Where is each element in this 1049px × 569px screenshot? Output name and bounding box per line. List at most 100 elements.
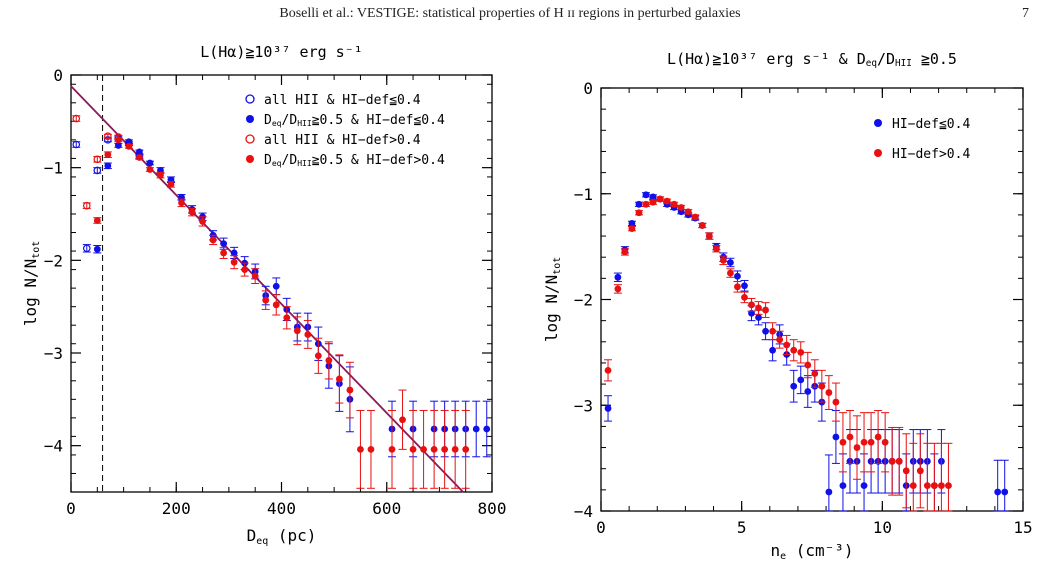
data-point-filled (741, 282, 748, 290)
data-point-filled (783, 341, 791, 349)
data-point-filled (853, 444, 861, 451)
data-point-filled (146, 166, 154, 173)
y-tick-label: −2 (574, 291, 593, 310)
legend-label: Deq/DHII≧0.5 & HI−def>0.4 (264, 153, 445, 168)
data-point-filled (604, 405, 612, 412)
data-point-filled (293, 327, 301, 335)
data-point-filled (698, 222, 706, 229)
y-tick-label: −4 (574, 502, 593, 521)
x-axis-label: ne (cm⁻³) (770, 541, 853, 562)
data-point-filled (251, 272, 259, 280)
data-point-filled (209, 236, 217, 244)
data-point-filled (804, 361, 812, 369)
data-point-filled (104, 151, 112, 159)
data-point-filled (846, 433, 854, 441)
data-point-filled (614, 285, 622, 293)
data-point-filled (367, 445, 375, 453)
x-tick-label: 600 (372, 499, 401, 518)
y-tick-label: 0 (53, 66, 63, 85)
data-point-filled (663, 197, 671, 205)
data-point-filled (705, 232, 713, 240)
y-tick-label: −4 (44, 437, 63, 456)
data-point-filled (178, 199, 185, 207)
y-tick-label: −1 (44, 159, 63, 178)
chart-title: L(Hα)≧10³⁷ erg s⁻¹ (200, 43, 363, 61)
data-point-filled (895, 457, 903, 465)
data-point-filled (727, 259, 734, 266)
data-point-filled (888, 457, 896, 465)
x-tick-label: 10 (873, 518, 892, 537)
x-tick-label: 400 (267, 499, 296, 518)
data-point-filled (220, 240, 228, 248)
data-point-filled (994, 488, 1002, 496)
legend-marker-filled (246, 115, 254, 123)
data-point-filled (272, 301, 280, 309)
x-tick-label: 0 (596, 518, 606, 537)
data-point-filled (335, 375, 343, 383)
data-point-filled (199, 218, 206, 225)
data-point-filled (832, 398, 840, 406)
data-point-filled (230, 258, 238, 266)
data-point-filled (656, 195, 664, 203)
data-point-filled (755, 314, 762, 321)
x-tick-label: 800 (478, 499, 507, 518)
y-axis-label: log N/Ntot (21, 241, 42, 326)
data-point-filled (621, 248, 629, 256)
data-point-filled (867, 438, 875, 446)
legend-label: HI−def≦0.4 (892, 117, 970, 132)
data-point-filled (719, 256, 727, 264)
legend-marker-filled (246, 155, 254, 163)
x-tick-label: 0 (66, 499, 76, 518)
data-point-filled (628, 219, 636, 227)
data-point-filled (734, 272, 741, 280)
data-point-filled (677, 204, 685, 211)
legend-label: all HII & HI−def≦0.4 (264, 93, 421, 108)
legend-label: Deq/DHII≧0.5 & HI−def≦0.4 (264, 113, 445, 128)
data-point-open (93, 155, 102, 164)
legend-label: HI−def>0.4 (892, 147, 970, 162)
data-point-filled (825, 488, 833, 496)
data-point-filled (684, 208, 692, 216)
data-point-filled (762, 327, 769, 335)
data-point-filled (860, 482, 868, 490)
data-point-filled (762, 306, 769, 314)
data-point-filled (220, 249, 228, 257)
data-point-filled (691, 213, 699, 221)
data-point-filled (472, 425, 480, 433)
data-point-filled (451, 445, 459, 453)
data-point-filled (462, 445, 470, 453)
data-point-filled (420, 445, 427, 453)
data-point-filled (642, 191, 650, 199)
data-point-filled (614, 273, 622, 281)
data-point-filled (804, 388, 812, 395)
data-point-filled (283, 314, 291, 322)
data-point-filled (748, 301, 755, 309)
data-point-filled (114, 142, 122, 149)
running-title: Boselli et al.: VESTIGE: statistical pro… (279, 6, 741, 21)
data-point-filled (188, 208, 196, 216)
data-point-filled (388, 445, 396, 453)
data-point-filled (399, 416, 406, 424)
y-tick-label: −1 (574, 185, 593, 204)
y-tick-label: −2 (44, 251, 63, 270)
data-point-open (82, 244, 91, 253)
data-point-filled (797, 348, 805, 356)
data-point-filled (769, 327, 777, 335)
data-point-filled (769, 346, 777, 354)
page-number: 7 (1022, 6, 1029, 21)
data-point-filled (157, 171, 164, 179)
data-point-filled (776, 336, 784, 344)
legend-marker-open (245, 94, 255, 104)
data-point-filled (642, 200, 650, 208)
data-point-open (104, 132, 112, 140)
data-point-filled (114, 136, 122, 144)
legend-marker-open (245, 134, 255, 144)
data-point-filled (902, 467, 910, 475)
data-point-filled (909, 482, 917, 490)
chart-right: 0 5 10 15 0 −1 −2 −3 −4 L(Hα)≧10³⁷ erg s⁻¹ & Deq/… (542, 50, 1033, 562)
data-point-filled (430, 445, 438, 453)
data-point-filled (712, 245, 720, 253)
data-point-filled (136, 154, 143, 161)
data-point-filled (604, 366, 612, 374)
